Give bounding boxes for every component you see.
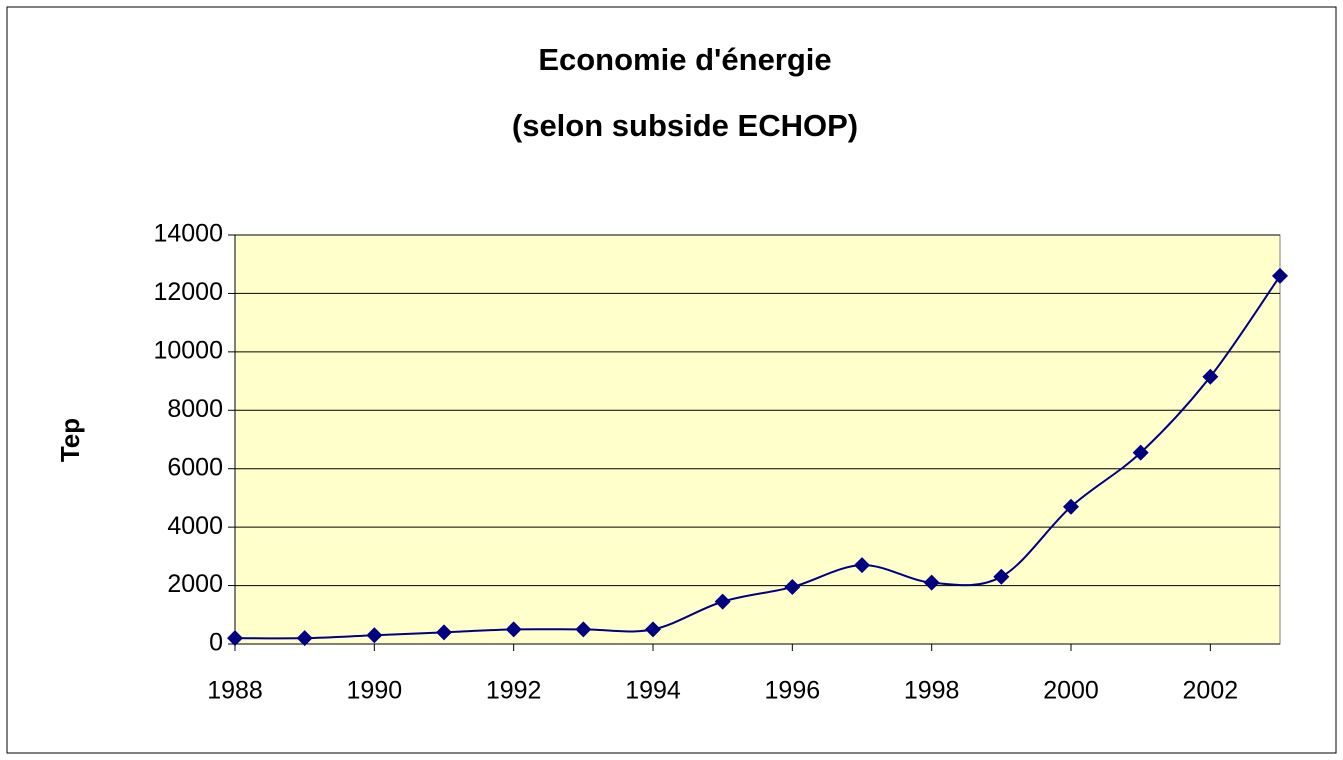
data-point	[923, 574, 940, 591]
x-tick-label: 1998	[904, 677, 960, 705]
data-point	[505, 621, 522, 638]
x-tick-label: 1994	[625, 677, 681, 705]
x-tick-label: 2002	[1183, 677, 1239, 705]
data-point	[1063, 498, 1079, 515]
data-point	[436, 624, 452, 641]
data-point	[575, 621, 592, 638]
x-tick-label: 2000	[1043, 677, 1099, 705]
y-tick-label: 8000	[167, 395, 223, 423]
plot-area	[234, 234, 1281, 645]
y-tick-label: 6000	[167, 453, 223, 481]
y-tick-label: 12000	[153, 278, 223, 306]
data-point	[296, 630, 313, 647]
data-point	[1202, 368, 1219, 385]
chart-title: Economie d'énergie	[538, 42, 831, 77]
x-tick-label: 1990	[347, 677, 403, 705]
data-point	[366, 627, 383, 644]
data-point	[227, 630, 243, 647]
data-point	[784, 579, 801, 596]
chart-subtitle: (selon subside ECHOP)	[512, 108, 858, 143]
y-axis-label: Tep	[55, 418, 85, 462]
y-tick-label: 4000	[167, 512, 223, 540]
y-tick-label: 10000	[153, 336, 223, 364]
y-tick-label: 14000	[153, 220, 223, 248]
x-tick-label: 1992	[486, 677, 542, 705]
y-tick-label: 0	[209, 629, 223, 657]
data-point	[1132, 444, 1149, 461]
data-point	[714, 593, 731, 610]
x-tick-label: 1988	[207, 677, 263, 705]
data-point	[1272, 267, 1288, 284]
data-point	[993, 568, 1010, 585]
y-tick-label: 2000	[167, 570, 223, 598]
x-tick-label: 1996	[765, 677, 821, 705]
data-point	[854, 557, 870, 574]
data-point	[645, 621, 661, 638]
